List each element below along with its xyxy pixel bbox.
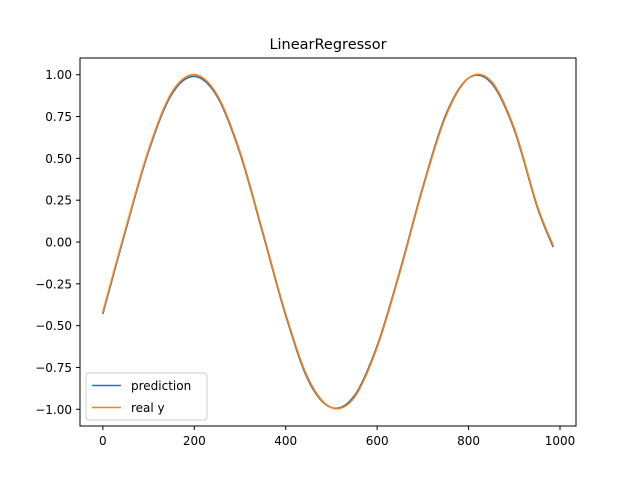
y-tick-label-2: 0.50 (45, 152, 72, 166)
y-tick-label-4: 0.00 (45, 236, 72, 250)
series-line-real-y (102, 73, 554, 410)
x-tick-label-800: 800 (457, 434, 480, 448)
chart-title: LinearRegressor (269, 37, 386, 53)
y-tick-label-5: −0.25 (35, 277, 72, 291)
x-tick-label-600: 600 (366, 434, 389, 448)
x-tick-label-400: 400 (274, 434, 297, 448)
y-tick-label-0: 1.00 (45, 68, 72, 82)
x-tick-label-200: 200 (183, 434, 206, 448)
y-tick-label-8: −1.00 (35, 403, 72, 417)
y-tick-label-7: −0.75 (35, 361, 72, 375)
x-tick-label-0: 0 (99, 434, 107, 448)
series-layer (102, 73, 554, 410)
y-tick-label-6: −0.50 (35, 319, 72, 333)
y-axis: 1.00 0.75 0.50 0.25 0.00 −0.25 −0.50 −0.75 −1.00 (35, 68, 80, 417)
legend-label-prediction: prediction (131, 379, 191, 393)
x-axis: 0 200 400 600 800 1000 (99, 426, 575, 448)
x-tick-label-1000: 1000 (545, 434, 576, 448)
legend-label-real-y: real y (131, 401, 165, 415)
y-tick-label-1: 0.75 (45, 110, 72, 124)
y-tick-label-3: 0.25 (45, 194, 72, 208)
legend: prediction real y (85, 372, 208, 421)
